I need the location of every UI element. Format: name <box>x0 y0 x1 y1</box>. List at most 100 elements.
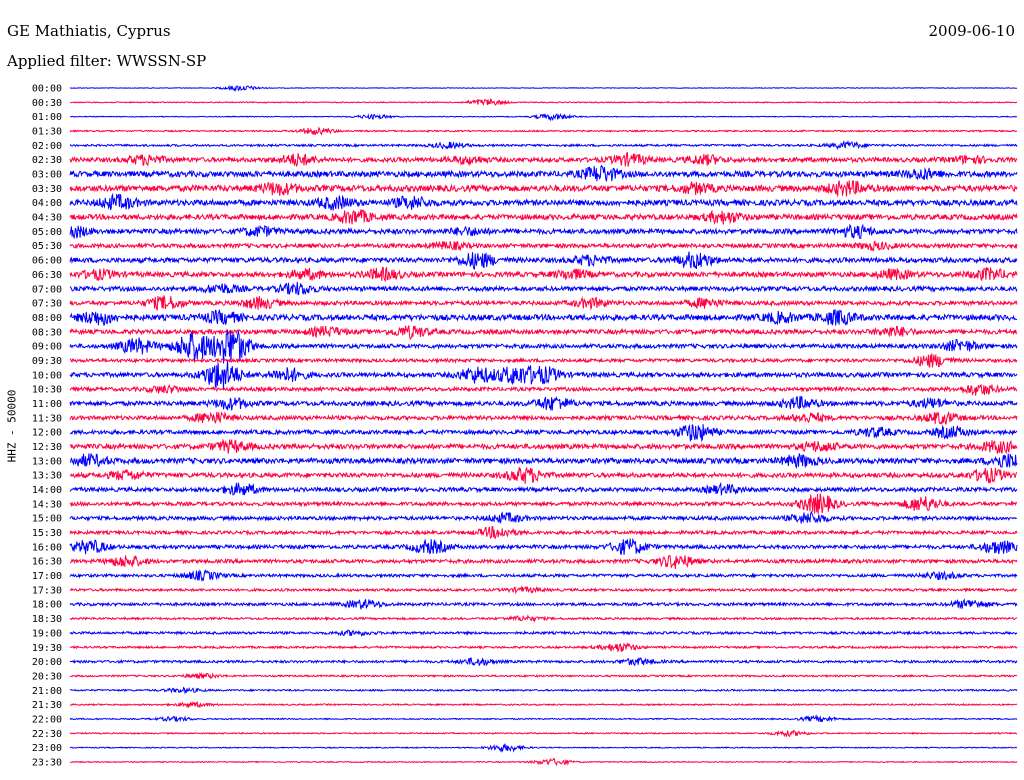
trace-time-label: 04:30 <box>32 213 62 224</box>
trace-time-label: 02:30 <box>32 155 62 166</box>
seismic-trace <box>69 537 1018 555</box>
trace-time-label: 18:30 <box>32 614 62 625</box>
trace-time-label: 21:30 <box>32 700 62 711</box>
seismic-trace <box>69 466 1017 484</box>
trace-time-label: 16:30 <box>32 557 62 568</box>
seismic-trace <box>69 84 1017 92</box>
seismic-trace <box>69 714 1018 723</box>
seismic-trace <box>69 614 1018 623</box>
seismic-trace <box>69 164 1018 182</box>
seismic-trace <box>69 295 1018 311</box>
trace-time-label: 23:30 <box>32 757 62 768</box>
seismic-trace <box>69 743 1018 753</box>
trace-time-label: 00:30 <box>32 98 62 109</box>
seismic-trace <box>69 266 1018 283</box>
trace-time-label: 17:30 <box>32 585 62 596</box>
trace-time-label: 03:00 <box>32 170 62 181</box>
trace-time-label: 06:30 <box>32 270 62 281</box>
seismic-trace <box>69 330 1018 364</box>
trace-time-label: 02:00 <box>32 141 62 152</box>
seismic-trace <box>69 757 1018 767</box>
trace-time-label: 10:30 <box>32 385 62 396</box>
trace-time-label: 22:30 <box>32 729 62 740</box>
seismic-trace <box>69 493 1018 514</box>
trace-time-label: 14:30 <box>32 499 62 510</box>
trace-time-label: 06:00 <box>32 256 62 267</box>
seismic-trace <box>69 309 1018 326</box>
seismic-trace <box>69 360 1018 389</box>
seismic-trace <box>69 686 1018 695</box>
trace-time-label: 04:00 <box>32 198 62 209</box>
seismic-trace <box>69 353 1018 369</box>
seismic-trace <box>69 424 1018 443</box>
trace-time-label: 12:30 <box>32 442 62 453</box>
seismic-trace <box>69 151 1018 168</box>
station-title: GE Mathiatis, Cyprus <box>7 22 171 40</box>
trace-time-label: 17:00 <box>32 571 62 582</box>
trace-time-label: 20:00 <box>32 657 62 668</box>
seismic-trace <box>69 126 1018 136</box>
seismic-trace <box>69 383 1018 397</box>
trace-time-label: 16:00 <box>32 542 62 553</box>
trace-time-label: 00:00 <box>32 84 62 95</box>
seismic-trace <box>69 223 1018 240</box>
seismic-trace <box>69 526 1018 540</box>
date-label: 2009-06-10 <box>928 22 1015 40</box>
seismic-trace <box>69 281 1018 296</box>
seismic-trace <box>69 598 1018 610</box>
trace-time-label: 21:00 <box>32 686 62 697</box>
trace-time-label: 13:00 <box>32 456 62 467</box>
seismic-trace <box>69 568 1018 583</box>
seismic-trace <box>69 671 1018 680</box>
seismic-trace <box>69 629 1018 637</box>
seismic-trace <box>69 240 1018 252</box>
seismic-trace <box>69 324 1018 341</box>
trace-time-label: 22:00 <box>32 714 62 725</box>
seismic-trace <box>70 112 1018 122</box>
seismic-trace <box>69 656 1018 667</box>
seismic-trace <box>69 700 1018 709</box>
seismic-trace <box>69 139 1018 151</box>
seismic-trace <box>69 642 1018 653</box>
trace-time-label: 05:30 <box>32 241 62 252</box>
trace-time-label: 11:00 <box>32 399 62 410</box>
trace-time-label: 01:00 <box>32 112 62 123</box>
seismic-trace <box>69 510 1018 524</box>
trace-time-label: 10:00 <box>32 370 62 381</box>
seismic-trace <box>69 585 1018 595</box>
trace-time-label: 15:30 <box>32 528 62 539</box>
trace-time-label: 07:30 <box>32 299 62 310</box>
seismic-trace <box>69 729 1017 738</box>
trace-time-label: 19:00 <box>32 628 62 639</box>
seismic-trace <box>69 251 1018 270</box>
seismic-trace <box>69 395 1018 411</box>
trace-time-label: 03:30 <box>32 184 62 195</box>
seismic-trace <box>69 481 1018 496</box>
trace-time-label: 01:30 <box>32 127 62 138</box>
trace-time-label: 05:00 <box>32 227 62 238</box>
trace-time-label: 12:00 <box>32 428 62 439</box>
trace-time-label: 20:30 <box>32 671 62 682</box>
trace-time-label: 11:30 <box>32 413 62 424</box>
trace-time-label: 08:30 <box>32 327 62 338</box>
trace-time-label: 09:00 <box>32 342 62 353</box>
seismic-trace <box>69 209 1018 225</box>
trace-time-label: 09:30 <box>32 356 62 367</box>
trace-time-label: 23:00 <box>32 743 62 754</box>
trace-time-label: 14:00 <box>32 485 62 496</box>
trace-time-label: 07:00 <box>32 284 62 295</box>
seismic-trace <box>70 554 1018 569</box>
seismic-trace <box>69 410 1018 426</box>
trace-time-label: 19:30 <box>32 643 62 654</box>
trace-time-label: 08:00 <box>32 313 62 324</box>
seismic-trace <box>69 453 1018 470</box>
seismic-trace <box>69 180 1018 198</box>
trace-time-label: 13:30 <box>32 471 62 482</box>
seismic-trace <box>69 97 1018 107</box>
trace-time-label: 15:00 <box>32 514 62 525</box>
seismic-trace <box>69 192 1018 211</box>
filter-label: Applied filter: WWSSN-SP <box>7 52 207 70</box>
trace-time-label: 18:00 <box>32 600 62 611</box>
seismic-trace <box>69 438 1018 455</box>
